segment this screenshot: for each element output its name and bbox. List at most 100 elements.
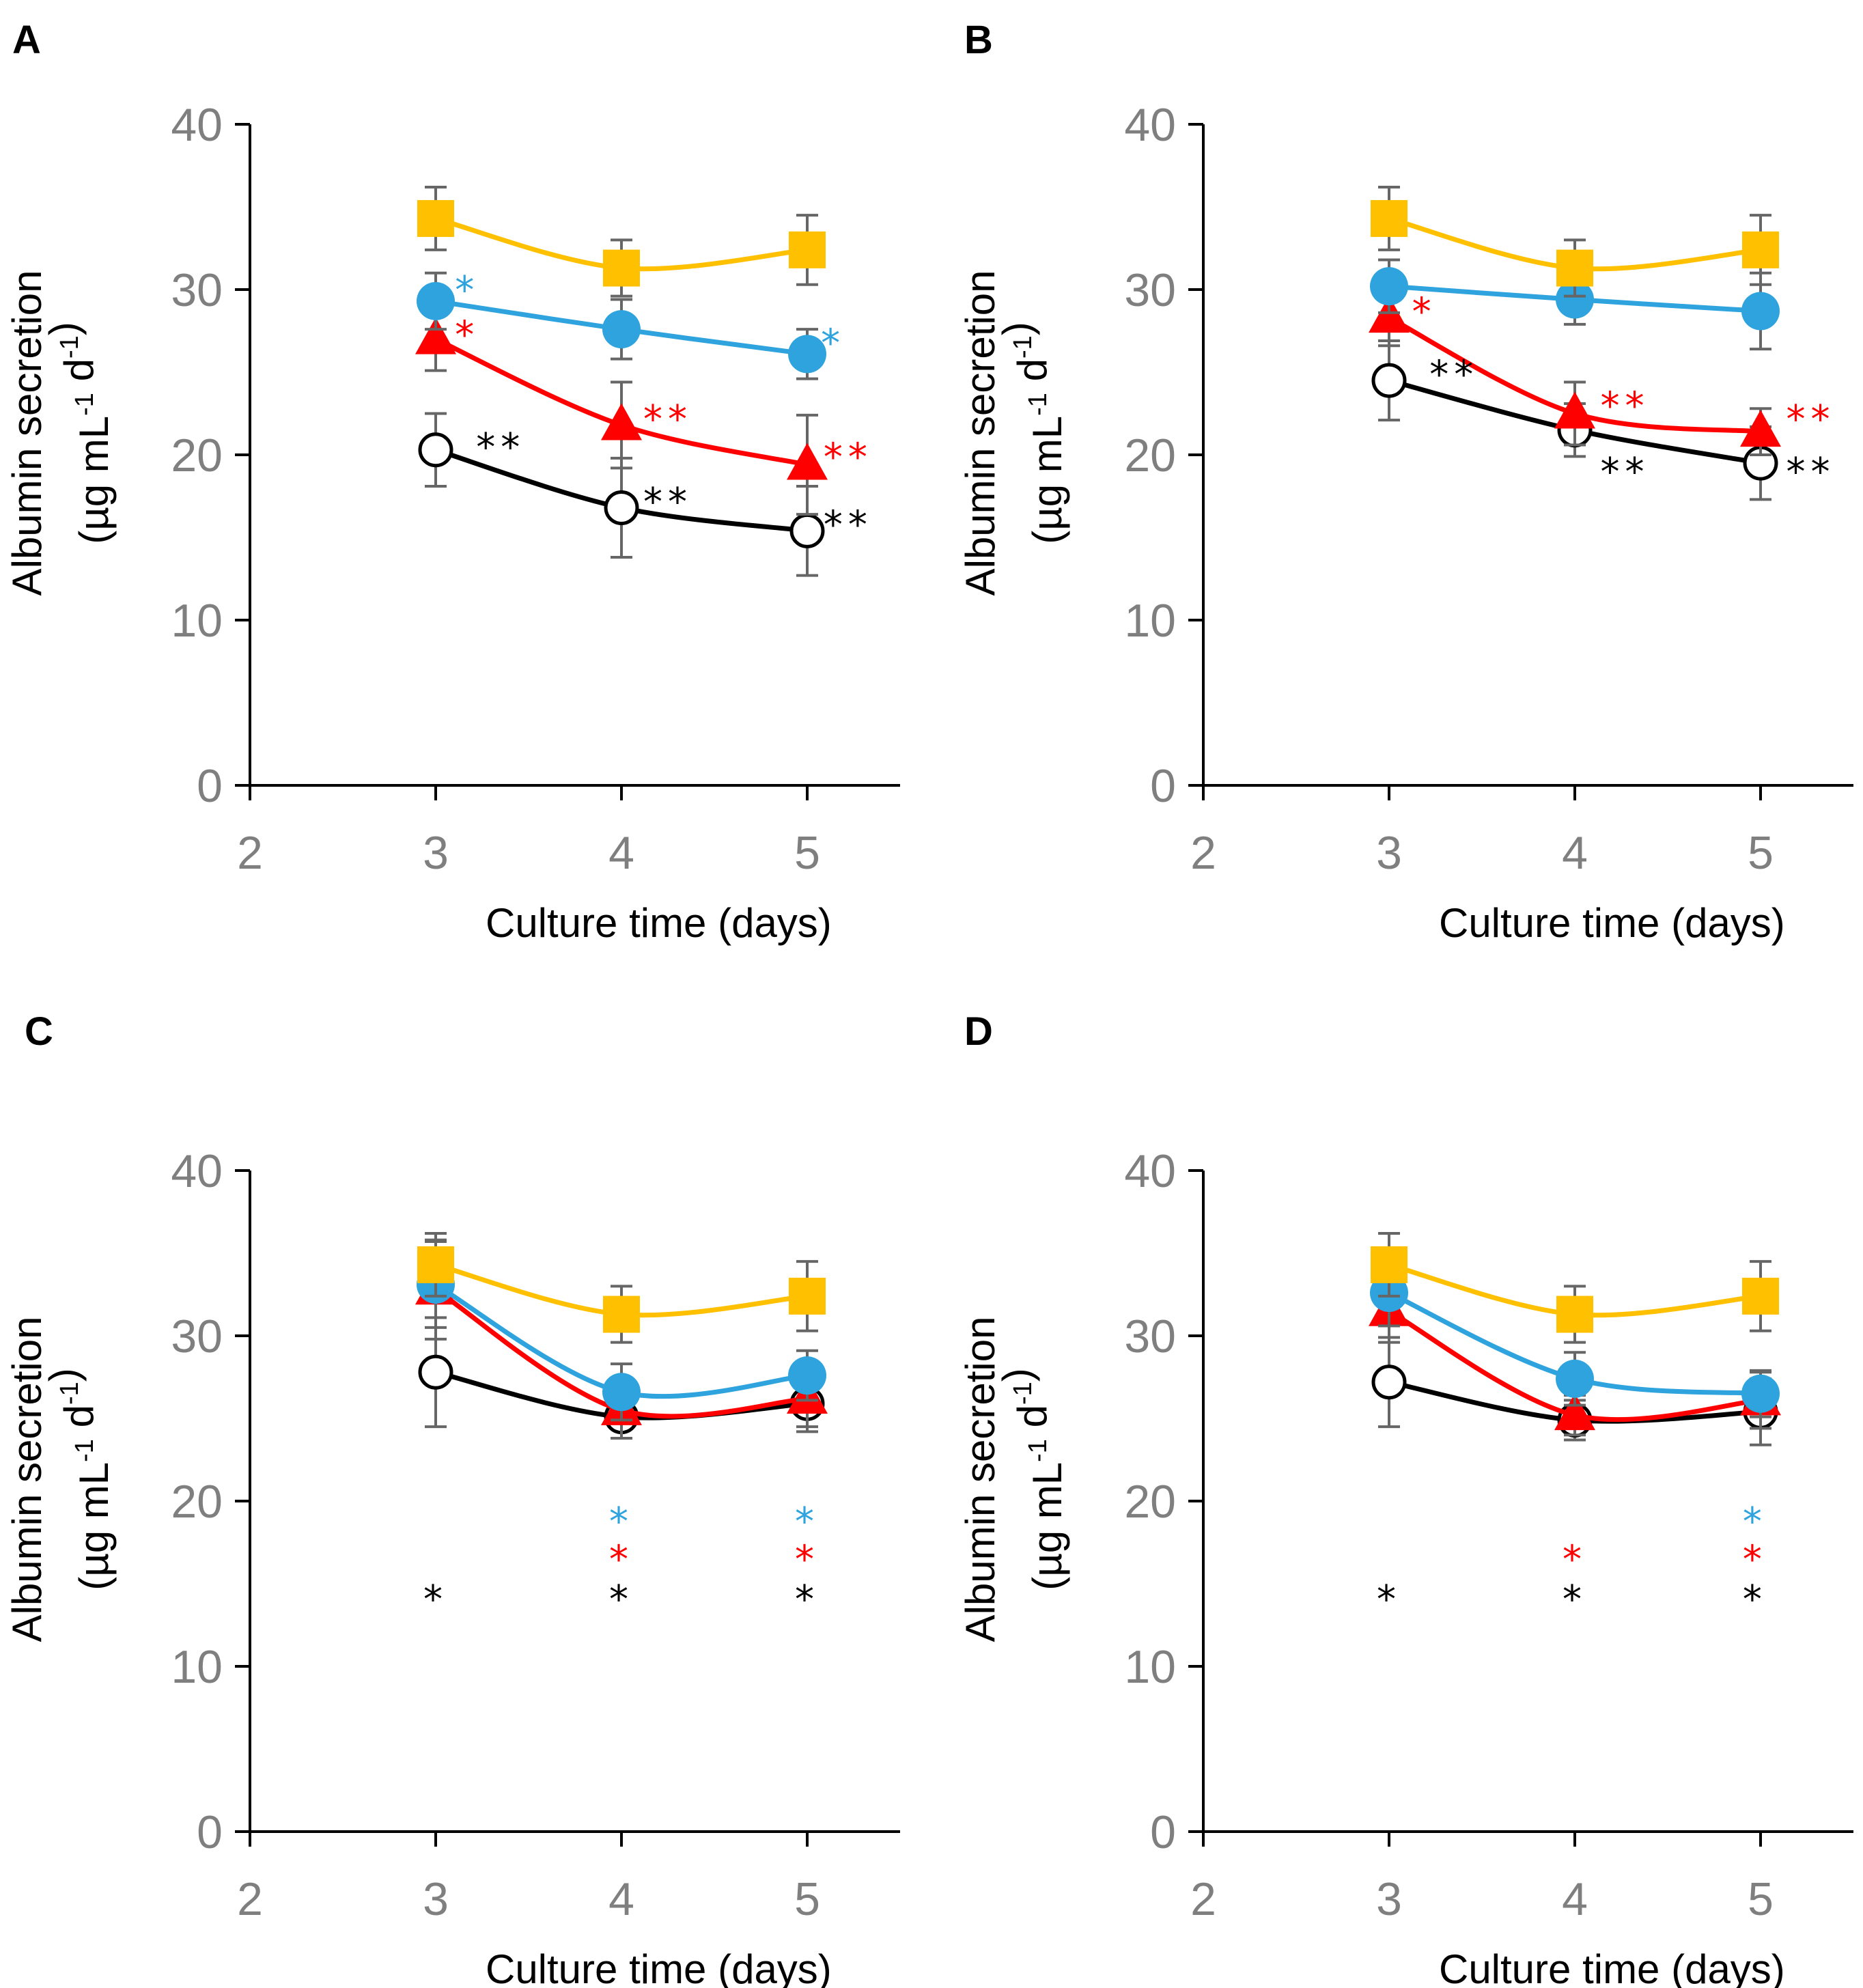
series-yellow-squares xyxy=(1371,1231,1779,1344)
y-axis-unit-part: (µg mL xyxy=(1024,416,1070,544)
y-tick-label: 30 xyxy=(171,1311,223,1362)
data-point-triangle xyxy=(1740,410,1781,447)
significance-marker: * xyxy=(795,1538,820,1582)
y-tick-label: 30 xyxy=(1124,1311,1176,1362)
panel-letter: B xyxy=(964,18,993,62)
data-point-square xyxy=(603,249,640,287)
y-axis-unit-sup: -1 xyxy=(1009,335,1037,359)
significance-marker: ** xyxy=(1600,384,1649,428)
x-tick-label: 5 xyxy=(794,827,820,879)
significance-marker: * xyxy=(609,1538,634,1582)
panel-letter: A xyxy=(12,18,41,62)
data-point-square xyxy=(1371,1246,1407,1283)
x-tick-label: 2 xyxy=(237,827,263,879)
data-point-triangle xyxy=(415,317,456,354)
significance-marker: * xyxy=(795,1500,820,1544)
significance-marker: ** xyxy=(1786,397,1835,442)
data-point-square xyxy=(1556,1296,1593,1333)
x-tick-label: 4 xyxy=(608,827,634,879)
significance-marker: * xyxy=(609,1578,634,1622)
significance-marker: * xyxy=(1743,1538,1767,1582)
significance-marker: * xyxy=(1563,1538,1587,1582)
y-axis-unit-part: d xyxy=(56,1405,102,1439)
x-tick-label: 4 xyxy=(1562,827,1588,879)
panel-d: D 0 10 20 30 40 2 3 4 5 Culture time (days) Albumin… xyxy=(957,1009,1853,1988)
data-point-open-circle xyxy=(1371,1364,1407,1400)
data-point-square xyxy=(789,231,826,268)
y-axis-unit-part: d xyxy=(56,359,102,393)
y-axis-unit-part: (µg mL xyxy=(71,1462,117,1591)
x-tick-label: 3 xyxy=(423,1873,449,1925)
data-point-circle xyxy=(1741,1374,1780,1413)
panel-letter: C xyxy=(25,1009,53,1054)
data-point-square xyxy=(1371,199,1407,237)
y-tick-label: 40 xyxy=(1124,1145,1176,1197)
significance-marker: * xyxy=(455,268,479,313)
series-blue-circles xyxy=(417,271,826,380)
x-tick-label: 5 xyxy=(794,1873,820,1925)
significance-marker: * xyxy=(1563,1578,1587,1622)
y-axis-unit-part: d xyxy=(1009,359,1055,393)
y-tick-label: 10 xyxy=(171,1641,223,1693)
y-tick-label: 30 xyxy=(171,264,223,316)
y-tick-label: 20 xyxy=(171,430,223,481)
x-tick-label: 2 xyxy=(237,1873,263,1925)
significance-marker: * xyxy=(423,1578,448,1622)
y-tick-label: 30 xyxy=(1124,264,1176,316)
panel-b: B 0 10 20 30 40 2 3 4 5 Culture time (days) Albumin… xyxy=(957,18,1853,946)
y-axis-unit-sup: -1 xyxy=(70,393,99,416)
y-axis-unit-sup: -1 xyxy=(1009,1382,1037,1405)
data-point-triangle xyxy=(1554,1393,1595,1431)
y-axis-unit-part: ) xyxy=(41,322,87,335)
y-axis-unit-part: (µg mL xyxy=(1024,1462,1070,1591)
data-point-circle xyxy=(602,310,641,349)
data-point-circle xyxy=(1741,292,1780,331)
significance-marker: ** xyxy=(1600,450,1649,494)
x-tick-label: 2 xyxy=(1190,827,1216,879)
y-tick-label: 0 xyxy=(197,1806,223,1858)
data-point-circle xyxy=(788,335,826,374)
y-axis-title: Albumin secretion xyxy=(4,270,50,596)
significance-marker: * xyxy=(1412,290,1437,334)
y-tick-label: 0 xyxy=(1150,1806,1176,1858)
data-point-square xyxy=(417,1246,454,1283)
significance-marker: ** xyxy=(1429,352,1479,397)
significance-marker: ** xyxy=(1786,450,1835,494)
y-axis-unit-part: ) xyxy=(994,322,1040,335)
y-axis-unit: (µg mL-1 d-1) xyxy=(41,1368,117,1591)
series-yellow-squares xyxy=(417,185,826,298)
data-point-circle xyxy=(788,1356,826,1395)
series-blue-circles xyxy=(1370,1258,1780,1418)
series-yellow-squares xyxy=(417,1231,826,1344)
data-point-square xyxy=(417,199,454,237)
significance-marker: * xyxy=(455,313,479,357)
significance-marker: * xyxy=(795,1578,820,1622)
panel-a: A 0 10 20 30 40 2 3 4 5 Culture time (days) Albumin… xyxy=(4,18,900,946)
y-tick-label: 10 xyxy=(1124,1641,1176,1693)
panel-c: C 0 10 20 30 40 2 3 4 5 Culture time (days) Albumin… xyxy=(4,1009,900,1988)
y-axis-unit-part: d xyxy=(1009,1405,1055,1439)
data-point-square xyxy=(1742,1277,1779,1315)
y-tick-label: 20 xyxy=(1124,1476,1176,1528)
series-yellow-squares xyxy=(1371,185,1779,298)
y-axis-unit-sup: -1 xyxy=(1024,1439,1052,1462)
significance-marker: * xyxy=(1743,1500,1767,1544)
y-tick-label: 20 xyxy=(171,1476,223,1528)
significance-marker: ** xyxy=(643,397,692,442)
data-point-square xyxy=(1742,231,1779,268)
data-point-open-circle xyxy=(789,513,825,548)
significance-marker: * xyxy=(1743,1578,1767,1622)
y-tick-label: 20 xyxy=(1124,430,1176,481)
y-axis-unit-sup: -1 xyxy=(1024,393,1052,416)
data-point-circle xyxy=(417,281,455,320)
data-point-square xyxy=(1556,249,1593,287)
x-tick-label: 2 xyxy=(1190,1873,1216,1925)
data-point-circle xyxy=(1370,267,1408,306)
data-point-square xyxy=(789,1277,826,1315)
data-point-triangle xyxy=(787,443,828,480)
y-axis-unit-sup: -1 xyxy=(70,1439,99,1462)
y-axis-title: Albumin secretion xyxy=(957,1317,1003,1642)
x-axis-title: Culture time (days) xyxy=(486,1946,832,1988)
